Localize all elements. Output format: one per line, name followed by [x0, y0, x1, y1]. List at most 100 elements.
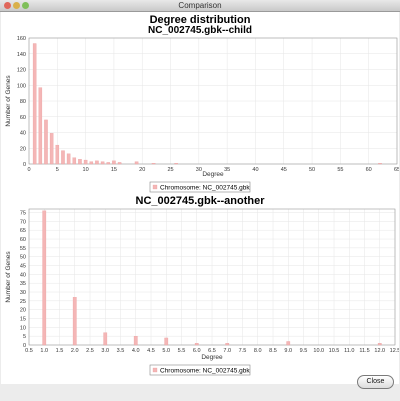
legend-box [149, 364, 251, 376]
x-tick-label: 7.5 [239, 348, 247, 354]
title-bar: Comparison [0, 0, 400, 12]
y-tick-label: 0 [23, 162, 26, 168]
y-tick-label: 140 [17, 52, 26, 58]
x-tick-label: 40 [252, 167, 258, 173]
y-tick-label: 15 [20, 317, 26, 323]
x-tick-label: 4.0 [132, 348, 140, 354]
x-tick-label: 35 [224, 167, 230, 173]
x-tick-label: 20 [139, 167, 145, 173]
chart-title: Degree distribution [150, 14, 251, 26]
x-tick-label: 6.0 [193, 348, 201, 354]
x-tick-label: 2.0 [71, 348, 79, 354]
y-tick-label: 160 [17, 36, 26, 42]
close-button[interactable]: Close [357, 375, 394, 389]
x-tick-label: 0.5 [25, 348, 33, 354]
y-tick-label: 30 [20, 290, 26, 296]
x-tick-label: 0 [27, 167, 30, 173]
y-tick-label: 60 [20, 115, 26, 121]
legend-box [149, 181, 251, 193]
x-tick-label: 10.0 [313, 348, 324, 354]
x-tick-label: 3.5 [117, 348, 125, 354]
y-tick-label: 55 [20, 246, 26, 252]
bar [134, 161, 139, 165]
x-tick-label: 30 [196, 167, 202, 173]
x-tick-label: 25 [167, 167, 173, 173]
y-tick-label: 60 [20, 237, 26, 243]
legend-swatch [152, 184, 158, 190]
legend-swatch [152, 367, 158, 373]
bar [133, 336, 138, 346]
bar [38, 87, 43, 165]
y-tick-label: 0 [23, 343, 26, 349]
x-tick-label: 55 [337, 167, 343, 173]
x-tick-label: 1.0 [40, 348, 48, 354]
bar [55, 144, 60, 165]
x-tick-label: 2.5 [86, 348, 94, 354]
y-tick-label: 25 [20, 299, 26, 305]
y-tick-label: 40 [20, 131, 26, 137]
y-axis-label: Number of Genes [5, 75, 12, 127]
y-tick-label: 70 [20, 219, 26, 225]
bar [151, 163, 156, 165]
x-axis-label: Degree [201, 354, 223, 361]
y-tick-label: 120 [17, 68, 26, 74]
bar [286, 341, 291, 346]
y-tick-label: 20 [20, 146, 26, 152]
x-tick-label: 50 [309, 167, 315, 173]
bar [100, 161, 105, 165]
bar [106, 162, 111, 165]
bar [194, 343, 199, 346]
y-tick-label: 10 [20, 325, 26, 331]
bar [44, 119, 48, 165]
chart-title: NC_002745.gbk--another [136, 195, 266, 207]
bar [117, 162, 122, 165]
bar [378, 163, 382, 165]
charts-panel: Degree distribution NC_002745.gbk--child 0… [1, 12, 399, 384]
y-axis-label: Number of Genes [5, 251, 12, 303]
bar [225, 343, 230, 346]
y-tick-label: 35 [20, 281, 26, 287]
bar [95, 160, 99, 165]
x-tick-label: 7.0 [223, 348, 231, 354]
bar [103, 332, 108, 346]
x-tick-label: 9.5 [300, 348, 308, 354]
y-tick-label: 65 [20, 228, 26, 234]
bar [49, 133, 54, 165]
x-tick-label: 1.5 [56, 348, 64, 354]
bar [89, 161, 94, 165]
plot-frame [28, 37, 398, 165]
bar [61, 150, 65, 165]
plot-frame [28, 208, 396, 346]
bar [164, 337, 169, 346]
window-close-icon[interactable] [4, 2, 11, 9]
y-tick-label: 20 [20, 308, 26, 314]
bar [174, 163, 178, 165]
y-tick-label: 5 [23, 334, 26, 340]
legend-label: Chromosome: NC_002745.gbk [160, 367, 250, 374]
x-tick-label: 5.5 [178, 348, 186, 354]
x-tick-label: 6.5 [208, 348, 216, 354]
y-tick-label: 50 [20, 255, 26, 261]
x-tick-label: 8.5 [269, 348, 277, 354]
bar [78, 159, 82, 165]
legend-label: Chromosome: NC_002745.gbk [160, 184, 250, 191]
bar [72, 157, 77, 165]
bar [32, 43, 37, 165]
window-minimize-icon[interactable] [13, 2, 20, 9]
bar [377, 343, 382, 346]
bar [72, 297, 77, 346]
window-zoom-icon[interactable] [22, 2, 29, 9]
x-tick-label: 12.0 [374, 348, 385, 354]
x-tick-label: 8.0 [254, 348, 262, 354]
y-tick-label: 80 [20, 99, 26, 105]
y-tick-label: 45 [20, 264, 26, 270]
bar [66, 153, 71, 165]
y-tick-label: 100 [17, 83, 26, 89]
x-tick-label: 4.5 [147, 348, 155, 354]
x-tick-label: 45 [281, 167, 287, 173]
window-title: Comparison [178, 1, 222, 10]
x-axis-label: Degree [202, 171, 224, 178]
x-tick-label: 9.0 [284, 348, 292, 354]
